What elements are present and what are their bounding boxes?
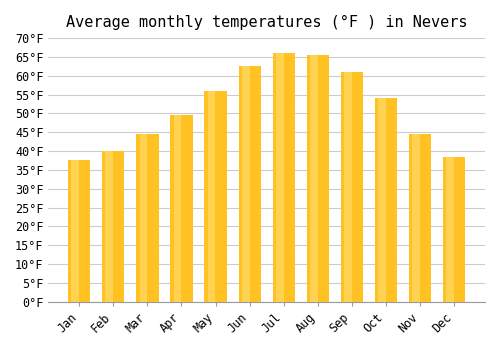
Bar xyxy=(102,151,124,302)
Bar xyxy=(272,53,295,302)
Bar xyxy=(140,134,147,302)
Bar xyxy=(310,55,318,302)
Bar xyxy=(204,91,227,302)
Bar xyxy=(375,98,397,302)
Bar xyxy=(446,157,454,302)
Bar xyxy=(378,98,386,302)
Bar xyxy=(174,115,182,302)
Bar xyxy=(238,66,260,302)
Bar xyxy=(341,72,363,302)
Bar xyxy=(443,157,465,302)
Bar xyxy=(72,161,79,302)
Bar xyxy=(344,72,352,302)
Bar xyxy=(306,55,329,302)
Bar xyxy=(412,134,420,302)
Bar xyxy=(68,161,90,302)
Bar xyxy=(242,66,250,302)
Bar xyxy=(170,115,192,302)
Bar xyxy=(106,151,113,302)
Bar xyxy=(136,134,158,302)
Bar xyxy=(276,53,283,302)
Title: Average monthly temperatures (°F ) in Nevers: Average monthly temperatures (°F ) in Ne… xyxy=(66,15,468,30)
Bar xyxy=(409,134,431,302)
Bar xyxy=(208,91,216,302)
